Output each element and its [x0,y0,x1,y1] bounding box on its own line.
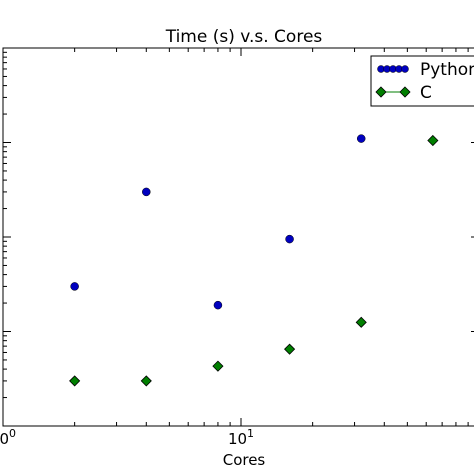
x-axis-title: Cores [223,451,266,469]
x-tick-exponent: 1 [247,427,254,440]
plot-area [2,47,474,427]
c-point [427,134,439,147]
python-point [356,134,366,143]
legend-item: C [375,83,432,103]
python-point [285,234,294,244]
legend-entries: Python C [375,60,474,103]
legend: Python C [370,55,474,107]
legend-item: Python [377,60,474,80]
python-point [142,187,151,197]
legend-marker [401,65,409,73]
x-tick-label: 100 [0,427,16,448]
legend-box [370,55,474,107]
c-point [212,360,224,372]
c-point [140,375,152,387]
legend-label: C [420,83,432,103]
python-point [213,300,223,310]
x-tick-exponent: 0 [9,427,16,440]
legend-marker [399,86,411,98]
legend-marker [375,86,387,98]
x-tick-labels: 100 101 [0,427,254,448]
c-point [284,343,296,355]
data-points [69,134,439,387]
legend-label: Python [420,60,474,80]
c-point [355,316,367,328]
axis-ticks [2,47,474,427]
python-point [70,282,79,291]
chart-title: Time (s) v.s. Cores [165,27,323,47]
c-point [69,375,81,387]
x-tick-label: 101 [228,427,254,448]
